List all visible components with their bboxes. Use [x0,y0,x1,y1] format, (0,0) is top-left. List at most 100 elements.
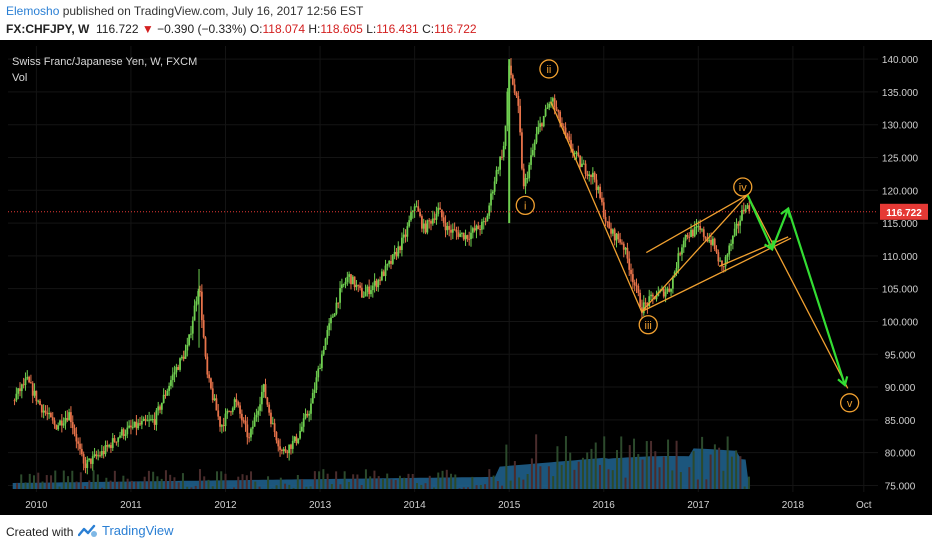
candle-body [650,294,652,297]
author-link[interactable]: Elemosho [6,4,60,18]
candle-body [113,438,116,442]
candle-body [446,226,449,231]
candle-body [515,92,518,96]
projection-arrowhead [763,240,775,252]
candle-body [251,426,254,429]
open-value: 118.074 [262,22,306,36]
candle-body [308,413,311,416]
candle-body [651,294,654,297]
candle-body [326,330,329,339]
wave-label-circle [733,177,753,197]
candle-body [437,207,440,214]
candle-body [601,197,603,203]
candle-body [521,132,523,169]
y-tick-label: 110.000 [882,252,918,263]
channel-line [746,194,849,389]
candle-body [204,337,207,357]
candle-body [602,202,605,218]
candle-body [302,418,305,427]
projection-arrowhead [780,206,791,218]
candle-body [430,221,432,224]
last-price-tag [880,203,928,220]
candle-body [481,221,483,230]
candle-body [471,228,474,233]
candle-body [457,232,460,237]
candle-body [484,221,487,223]
candle-body [711,238,714,245]
candle-body [340,284,343,289]
candle-body [324,338,327,350]
candle-body [206,356,209,375]
candle-series [13,58,751,475]
candle-body [228,410,231,412]
candle-body [581,163,583,168]
candle-body [233,399,236,409]
wave-label-ii: ii [546,64,551,76]
high-value: 118.605 [320,22,363,36]
candle-body [211,388,214,401]
projection-path [746,194,846,386]
candle-body [237,401,240,406]
candle-body [548,103,551,108]
candle-body [406,226,409,237]
candle-body [197,291,200,302]
candle-body [395,251,398,257]
candle-body [310,403,312,414]
candle-body [410,212,412,221]
candle-body [13,400,16,402]
candle-body [202,320,205,338]
candle-body [255,414,258,418]
y-tick-label: 75.000 [885,481,916,492]
candle-body [120,429,123,436]
tradingview-brand[interactable]: TradingView [78,523,174,538]
candle-body [533,142,536,150]
x-tick-label: 2012 [214,500,237,511]
candle-body [368,286,371,295]
candle-body [217,410,220,417]
x-tick-label: 2018 [782,500,805,511]
candle-body [704,236,707,239]
candle-body [82,454,85,464]
candle-body [271,423,274,425]
candle-body [388,261,391,264]
candle-body [355,284,358,288]
candle-body [450,229,452,233]
candle-body [250,428,252,438]
candle-body [504,125,507,146]
candle-body [530,155,532,165]
candle-body [404,234,407,237]
wave-label-circle [515,195,535,216]
candle-body [219,416,221,427]
candle-body [746,205,749,209]
candle-body [333,313,336,317]
channel-line [550,101,643,312]
candle-body [586,173,589,177]
candle-body [42,410,45,413]
candle-body [273,423,276,433]
candle-body [417,206,420,212]
candle-body [166,390,169,396]
candle-body [675,268,678,272]
candle-body [282,449,285,452]
time-axis[interactable]: 2010 2011 2012 2013 2014 2015 2016 2017 2018 Oct [25,500,872,511]
candle-body [671,276,674,289]
x-tick-label: 2015 [498,500,521,511]
candle-body [239,405,241,414]
y-tick-label: 120.000 [882,186,919,197]
candle-body [544,108,547,116]
candle-body [735,223,738,229]
candle-body [226,410,229,414]
candle-body [17,388,20,394]
candle-body [579,155,582,168]
price-axis[interactable]: 75.000 80.000 85.000 90.000 95.000 100.000 105… [880,55,928,492]
header-bar: Elemosho published on TradingView.com, J… [0,0,932,40]
candle-body [188,334,191,345]
symbol-label[interactable]: FX:CHFJPY, W [6,22,90,36]
candle-body [304,413,307,419]
candle-body [613,229,616,241]
candle-body [401,237,403,250]
chart-area[interactable]: i ii iii iv v 75.000 80.000 85.000 90.000 95.000… [0,40,932,515]
candle-body [93,454,96,457]
candle-body [97,455,100,457]
